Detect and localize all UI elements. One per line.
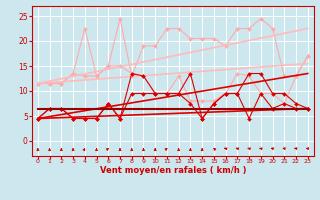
X-axis label: Vent moyen/en rafales ( km/h ): Vent moyen/en rafales ( km/h ) — [100, 166, 246, 175]
